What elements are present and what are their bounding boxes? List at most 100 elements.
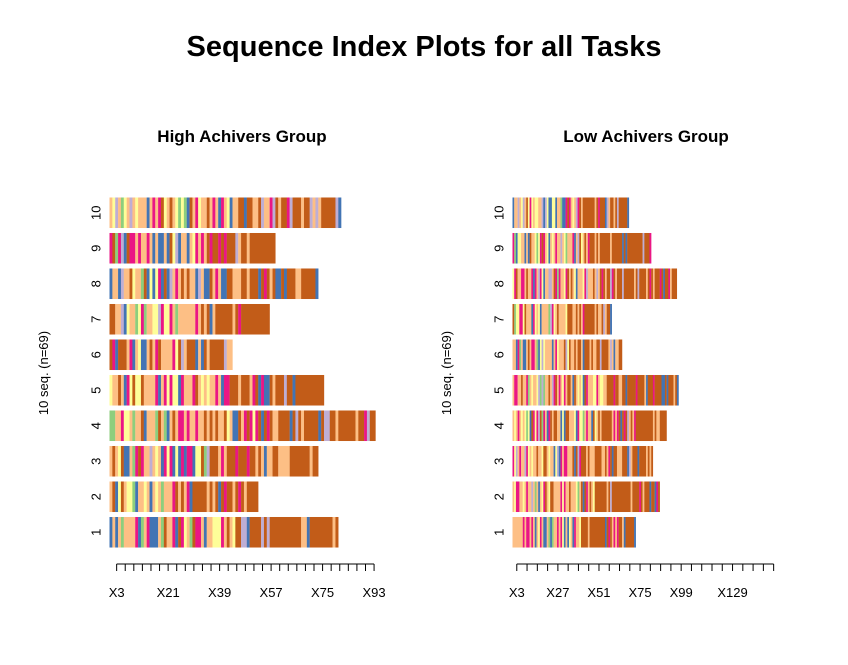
sequence-segment [579, 410, 583, 442]
sequence-segment [526, 268, 529, 300]
sequence-segment [521, 268, 525, 300]
sequence-segment [634, 268, 636, 300]
sequence-segment [318, 410, 322, 442]
sequence-segment [163, 374, 167, 406]
sequence-segment [652, 268, 655, 300]
sequence-segment [118, 516, 122, 548]
sequence-segment [541, 481, 544, 513]
sequence-segment [663, 268, 666, 300]
sequence-segment [548, 410, 551, 442]
sequence-segment [149, 197, 153, 229]
sequence-segment [563, 445, 568, 477]
sequence-segment [538, 374, 541, 406]
sequence-segment [120, 232, 124, 264]
sequence-segment [575, 410, 578, 442]
sequence-segment [567, 445, 573, 477]
sequence-segment [181, 339, 185, 371]
sequence-segment [538, 339, 541, 371]
sequence-segment [531, 339, 535, 371]
sequence-segment [534, 339, 537, 371]
sequence-segment [201, 516, 205, 548]
sequence-segment [515, 303, 520, 335]
sequence-segment [551, 197, 556, 229]
sequence-segment [143, 303, 147, 335]
sequence-segment [155, 374, 159, 406]
sequence-segment [514, 268, 517, 300]
x-axis-high: X3 X21 X39 X57 X75 X93 [109, 563, 386, 600]
sequence-segment [135, 197, 139, 229]
sequence-segment [283, 268, 287, 300]
sequence-segment [152, 197, 156, 229]
sequence-segment [195, 197, 199, 229]
sequence-segment [538, 516, 541, 548]
sequence-segment [261, 374, 265, 406]
sequence-segment [628, 410, 631, 442]
sequence-segment [557, 516, 559, 548]
sequence-segment [223, 232, 227, 264]
sequence-segment [534, 232, 537, 264]
sequence-segment [533, 445, 537, 477]
sequence-segment [135, 374, 142, 406]
sequence-segment [309, 445, 313, 477]
sequence-segment [158, 516, 162, 548]
sequence-segment [138, 232, 142, 264]
sequence-segment [155, 197, 159, 229]
sequence-segment [163, 232, 167, 264]
sequence-segment [553, 410, 558, 442]
sequence-segment [515, 481, 520, 513]
sequence-segment [292, 410, 296, 442]
sequence-segment [246, 268, 250, 300]
sequence-segment [558, 339, 565, 371]
sequence-segment [616, 445, 623, 477]
sequence-segment [212, 268, 216, 300]
sequence-segment [226, 339, 233, 371]
sequence-segment [263, 374, 270, 406]
sequence-segment [569, 481, 571, 513]
sequence-segment [198, 303, 202, 335]
sequence-segment [613, 516, 616, 548]
sequence-segment [263, 516, 267, 548]
sequence-segment [512, 516, 523, 548]
sequence-segment [596, 197, 599, 229]
sequence-segment [598, 303, 602, 335]
sequence-segment [209, 232, 213, 264]
sequence-segment [664, 374, 667, 406]
sequence-segment [560, 197, 563, 229]
sequence-segment [232, 303, 236, 335]
sequence-segment [235, 481, 239, 513]
sequence-segment [186, 268, 190, 300]
sequence-segment [215, 303, 233, 335]
sequence-segment [618, 374, 623, 406]
sequence-segment [269, 516, 302, 548]
sequence-segment [249, 268, 259, 300]
sequence-segment [541, 374, 544, 406]
sequence-segment [155, 445, 159, 477]
sequence-segment [594, 232, 597, 264]
sequence-segment [611, 516, 614, 548]
sequence-segment [647, 445, 650, 477]
sequence-segment [146, 303, 153, 335]
sequence-segment [109, 339, 113, 371]
sequence-segment [229, 374, 239, 406]
sequence-segment [527, 268, 532, 300]
sequence-segment [575, 232, 578, 264]
sequence-segment [616, 268, 623, 300]
sequence-segment [232, 268, 242, 300]
sequence-segment [664, 268, 669, 300]
sequence-segment [601, 339, 609, 371]
sequence-segment [536, 516, 539, 548]
sequence-segment [209, 410, 213, 442]
sequence-label: 10 [492, 206, 507, 220]
sequence-segment [517, 339, 520, 371]
sequence-segment [364, 410, 368, 442]
sequence-segment [517, 268, 522, 300]
sequence-segment [586, 232, 588, 264]
sequence-segment [166, 374, 170, 406]
sequence-segment [603, 374, 607, 406]
sequence-segment [538, 268, 541, 300]
sequence-segment [527, 410, 530, 442]
sequence-segment [591, 410, 594, 442]
sequence-segment [226, 516, 230, 548]
sequence-segment [206, 481, 210, 513]
sequence-segment [215, 197, 219, 229]
